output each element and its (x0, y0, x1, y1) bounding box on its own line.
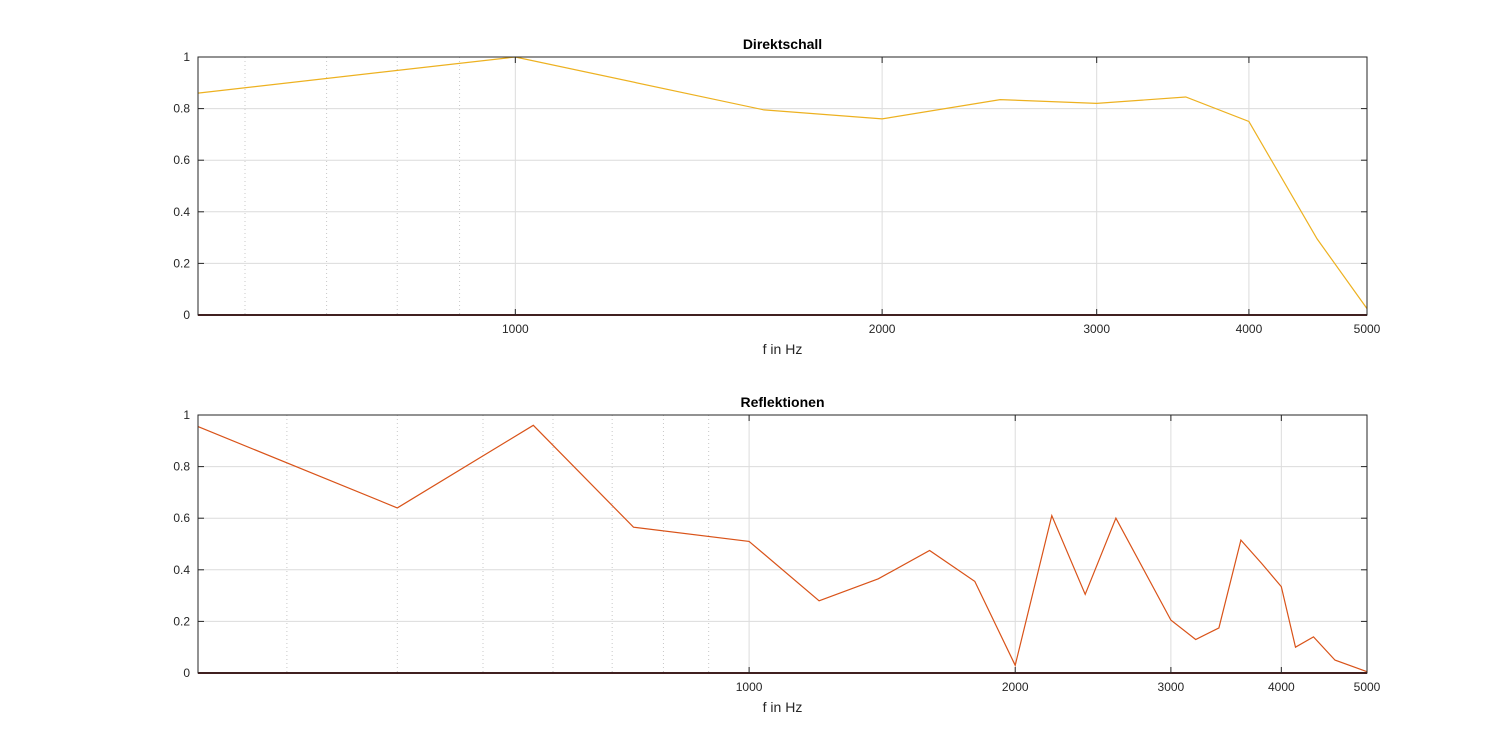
plot-reflektionen: 1000 2000 3000 4000 5000 0 0.2 0.4 0.6 0.8 1 Reflek… (173, 394, 1380, 715)
y-tick-label: 0.6 (173, 511, 190, 525)
x-tick-label: 5000 (1354, 322, 1381, 336)
series-line (197, 56, 1368, 309)
x-tick-label: 5000 (1354, 680, 1381, 694)
axes-box (197, 414, 1368, 674)
x-tick-label: 4000 (1236, 322, 1263, 336)
x-tick-label: 1000 (736, 680, 763, 694)
y-tick-label: 1 (183, 408, 190, 422)
x-axis-label: f in Hz (763, 699, 803, 715)
y-tick-label: 0 (183, 666, 190, 680)
y-tick-label: 0.8 (173, 460, 190, 474)
axes-box (197, 56, 1368, 316)
x-tick-label: 3000 (1158, 680, 1185, 694)
y-tick-label: 0.8 (173, 102, 190, 116)
series-line (197, 424, 1368, 673)
y-tick-label: 0.4 (173, 563, 190, 577)
x-tick-label: 2000 (1002, 680, 1029, 694)
chart-title: Direktschall (743, 36, 822, 52)
y-tick-label: 0.6 (173, 153, 190, 167)
y-tick-label: 0.2 (173, 614, 190, 628)
y-tick-label: 0.4 (173, 205, 190, 219)
x-tick-label: 3000 (1083, 322, 1110, 336)
plot-direktschall: 1000 2000 3000 4000 5000 0 0.2 0.4 0.6 0.8 1 Direkt… (173, 36, 1380, 357)
x-tick-label: 4000 (1268, 680, 1295, 694)
y-tick-label: 1 (183, 50, 190, 64)
chart-title: Reflektionen (740, 394, 824, 410)
x-tick-label: 1000 (502, 322, 529, 336)
y-tick-label: 0.2 (173, 256, 190, 270)
y-tick-label: 0 (183, 308, 190, 322)
x-axis-label: f in Hz (763, 341, 803, 357)
x-tick-label: 2000 (869, 322, 896, 336)
